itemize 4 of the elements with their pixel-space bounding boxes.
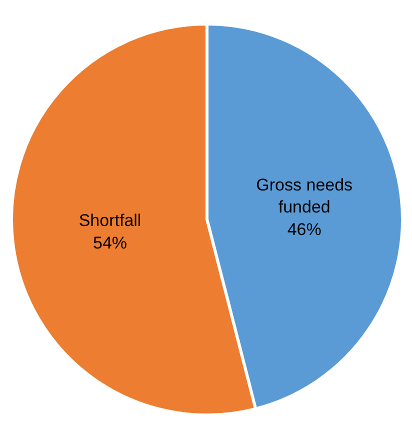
slice-label: Shortfall bbox=[78, 211, 142, 230]
data-label: 54% bbox=[93, 233, 128, 252]
data-label: 46% bbox=[287, 220, 322, 239]
slice-label: Gross needs funded bbox=[256, 176, 353, 217]
